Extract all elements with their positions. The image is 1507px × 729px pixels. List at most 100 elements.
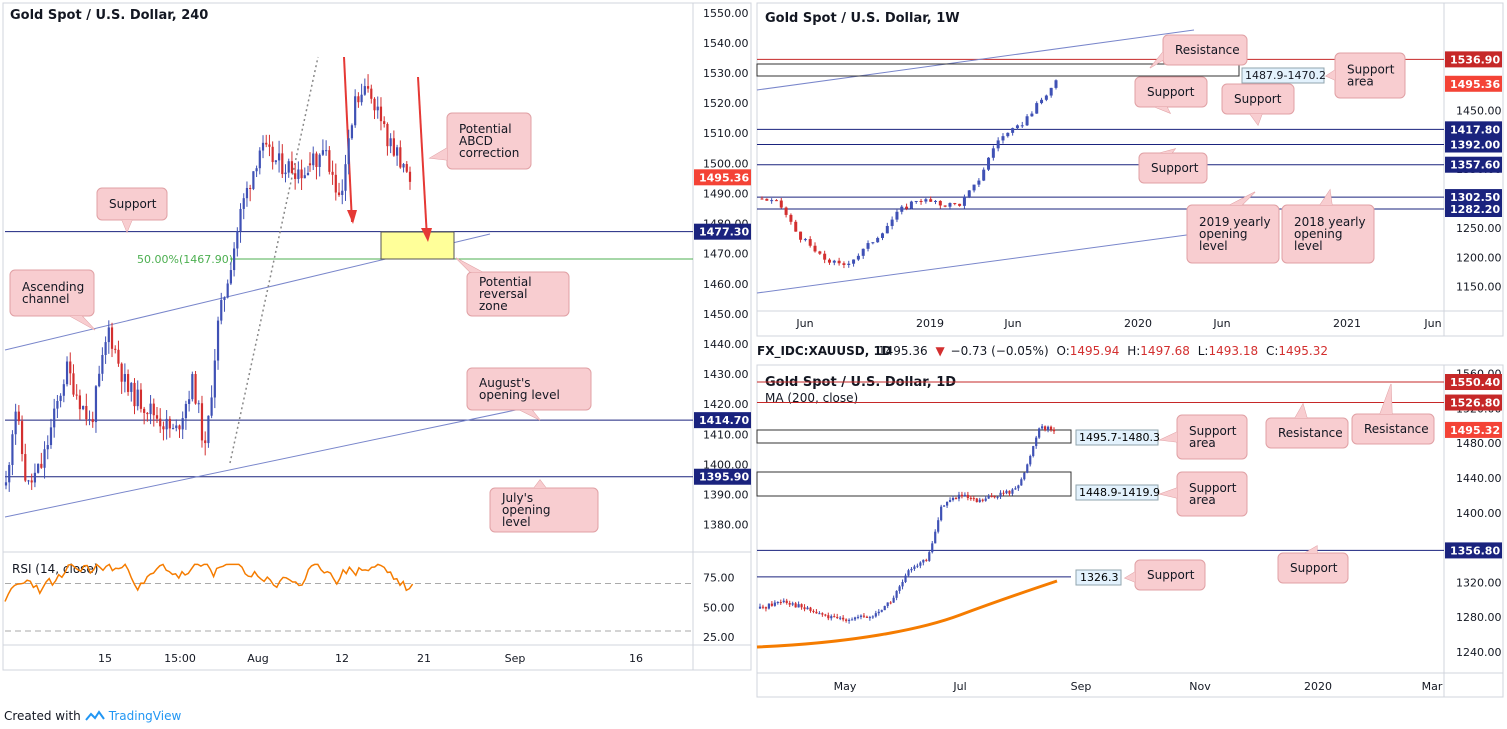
- h4-candle: [328, 150, 331, 172]
- w1-candle: [1015, 125, 1019, 129]
- d1-callout[interactable]: Resistance: [1351, 383, 1435, 445]
- h4-candle: [24, 454, 27, 481]
- w1-level-tag-label: 1417.80: [1450, 123, 1500, 136]
- h4-candle: [315, 153, 318, 167]
- d1-ma-label: MA (200, close): [765, 391, 858, 405]
- w1-callout-box: [1138, 152, 1208, 184]
- d1-support-label-1326: 1326.3: [1080, 571, 1119, 584]
- h4-candle: [30, 480, 33, 483]
- h4-callout-tail-fill: [430, 148, 447, 160]
- abcd-arrow-2-head: [421, 228, 432, 242]
- d1-candle: [782, 600, 785, 603]
- h4-ytick-label: 1530.00: [703, 67, 749, 80]
- h4-callout-tail-fill: [70, 316, 95, 330]
- w1-callout[interactable]: Support: [1134, 76, 1208, 114]
- h4-candle: [101, 354, 104, 374]
- h4-callout-text: ABCD: [459, 134, 493, 148]
- w1-candle: [890, 219, 894, 226]
- h4-candle: [325, 150, 328, 152]
- h4-candle: [255, 168, 258, 172]
- d1-callout[interactable]: Support: [1277, 545, 1349, 584]
- h4-candle: [370, 88, 373, 99]
- h4-candle: [62, 384, 65, 396]
- d1-chart-panel[interactable]: FX_IDC:XAUUSD, 1D 1495.36 ▼ −0.73 (−0.05…: [756, 344, 1504, 698]
- w1-level-tag-label: 1282.20: [1450, 203, 1500, 216]
- h4-candle: [120, 363, 123, 382]
- h4-candle: [321, 150, 325, 155]
- w1-callout-text: area: [1347, 75, 1374, 89]
- d1-candle: [839, 617, 842, 619]
- d1-callout-tail-fill: [1160, 432, 1177, 442]
- w1-callout[interactable]: Support: [1221, 83, 1295, 127]
- h4-candle: [223, 297, 226, 300]
- w1-support-area-label: 1487.9-1470.2: [1245, 69, 1326, 82]
- h4-candle: [14, 411, 17, 435]
- w1-candle: [1035, 103, 1039, 114]
- w1-candles: [760, 79, 1058, 269]
- d1-candle: [984, 498, 987, 501]
- d1-callout-tail-fill: [1160, 488, 1177, 498]
- h4-candle: [261, 142, 265, 151]
- d1-candle: [758, 606, 762, 609]
- d1-candle: [859, 615, 863, 617]
- h4-last-price-label: 1495.36: [699, 171, 749, 184]
- h4-candle: [239, 208, 242, 232]
- d1-candle: [901, 582, 904, 587]
- w1-candle: [866, 243, 870, 249]
- w1-candle: [943, 205, 947, 207]
- h4-candle: [114, 348, 117, 350]
- h4-candle: [191, 374, 194, 400]
- d1-callout[interactable]: Resistance: [1265, 402, 1349, 449]
- w1-candle: [1025, 116, 1029, 126]
- w1-callout-text: Support: [1147, 85, 1195, 99]
- d1-support-area-label-1: 1495.7-1480.3: [1079, 431, 1160, 444]
- rsi-ytick-label: 25.00: [703, 631, 735, 644]
- h4-candle: [344, 164, 347, 191]
- w1-candle: [948, 203, 952, 207]
- d1-levels: 1550.40 1526.80 1356.80 1495.32: [757, 374, 1502, 578]
- w1-callout-text: opening: [1199, 227, 1248, 241]
- w1-candle: [1030, 113, 1034, 117]
- h4-levels: 1477.30 1414.70 1395.90 1495.36: [5, 169, 751, 485]
- h4-candle: [165, 418, 168, 430]
- h4-candle: [4, 482, 8, 486]
- w1-callout[interactable]: Resistance: [1149, 34, 1248, 69]
- fib-50-label: 50.00%(1467.90): [137, 253, 233, 266]
- h4-callout-tail-fill: [534, 480, 546, 488]
- h4-candle: [249, 187, 252, 189]
- d1-candle: [847, 619, 851, 621]
- w1-support-area-label-bg: [1241, 67, 1325, 84]
- w1-callout[interactable]: Support: [1138, 148, 1208, 184]
- d1-candle: [871, 616, 874, 618]
- h4-candle: [373, 98, 376, 111]
- h4-candles: [4, 74, 412, 492]
- d1-candle: [821, 613, 824, 615]
- d1-ytick-label: 1280.00: [1456, 611, 1502, 624]
- d1-candle: [880, 610, 883, 612]
- w1-chart-panel[interactable]: Gold Spot / U.S. Dollar, 1W 1150.00 1200.…: [756, 2, 1504, 337]
- w1-candle: [1020, 125, 1024, 127]
- d1-level-tag-label: 1356.80: [1450, 544, 1500, 557]
- h4-candle: [303, 175, 306, 179]
- h4-chart-panel[interactable]: Gold Spot / U.S. Dollar, 240 1380.00 1390…: [2, 2, 752, 671]
- d1-callout[interactable]: Support: [1123, 559, 1206, 591]
- footer-created-with: Created with: [4, 709, 81, 723]
- footer-brand[interactable]: TradingView: [108, 709, 182, 723]
- w1-level-tag-label: 1357.60: [1450, 159, 1500, 172]
- h4-callout[interactable]: Support: [96, 187, 168, 234]
- h4-candle: [392, 138, 395, 156]
- h4-candle: [354, 96, 357, 126]
- d1-candle: [1014, 488, 1017, 490]
- h4-candle: [300, 169, 303, 179]
- d1-candle: [898, 586, 901, 591]
